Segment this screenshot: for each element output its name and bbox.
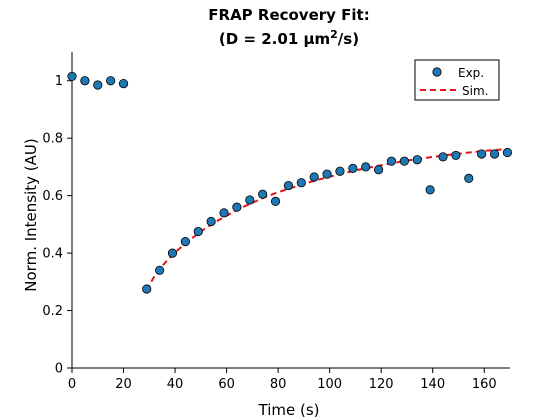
sim-fit-line <box>145 148 508 291</box>
exp-data-point <box>93 80 103 90</box>
legend-label-exp: Exp. <box>458 66 484 80</box>
y-axis-label: Norm. Intensity (AU) <box>22 138 40 291</box>
y-tick-label: 0.2 <box>42 304 63 319</box>
x-tick-label: 0 <box>68 377 76 392</box>
exp-data-point <box>322 169 332 179</box>
y-tick-label: 0.8 <box>42 132 63 147</box>
exp-data-point <box>155 265 165 275</box>
exp-data-point <box>412 155 422 165</box>
y-tick-label: 0.6 <box>42 189 63 204</box>
title-suffix: /s) <box>338 30 359 48</box>
exp-data-point <box>438 152 448 162</box>
exp-data-point <box>283 180 294 191</box>
exp-data-point <box>386 156 397 166</box>
x-tick-label: 40 <box>167 377 184 392</box>
exp-data-point <box>106 76 116 86</box>
y-tick-label: 1 <box>55 74 63 89</box>
exp-data-point <box>464 173 474 183</box>
exp-data-point <box>245 195 255 205</box>
x-tick-label: 80 <box>270 377 287 392</box>
legend-marker-exp <box>432 67 442 77</box>
exp-data-point <box>193 226 203 237</box>
exp-data-point <box>67 71 77 82</box>
exp-data-point <box>348 163 358 173</box>
exp-data-point <box>296 178 306 188</box>
exp-data-point <box>425 185 435 195</box>
exp-data-point <box>180 237 190 247</box>
exp-data-point <box>270 196 281 206</box>
x-tick-label: 20 <box>115 377 132 392</box>
exp-data-point <box>502 147 513 158</box>
exp-data-point <box>219 208 229 218</box>
x-tick-label: 60 <box>218 377 235 392</box>
x-tick-label: 120 <box>369 377 394 392</box>
exp-data-point <box>489 149 500 159</box>
exp-data-point <box>206 216 216 227</box>
x-axis-label: Time (s) <box>258 401 320 419</box>
legend: Exp. Sim. <box>414 59 500 101</box>
chart-title-line1: FRAP Recovery Fit: <box>208 6 369 24</box>
plot-content <box>67 71 513 294</box>
chart-title-line2: (D = 2.01 μm2/s) <box>219 28 359 48</box>
exp-data-point <box>167 248 178 258</box>
exp-data-point <box>80 76 90 86</box>
legend-label-sim: Sim. <box>462 84 488 98</box>
exp-data-point <box>477 149 487 159</box>
x-tick-label: 160 <box>472 377 497 392</box>
x-tick-label: 140 <box>420 377 445 392</box>
title-superscript: 2 <box>330 28 338 41</box>
exp-data-point <box>335 166 345 176</box>
exp-data-point <box>118 79 129 89</box>
exp-data-point <box>373 165 384 175</box>
y-tick-label: 0.4 <box>42 247 63 262</box>
x-tick-label: 100 <box>317 377 342 392</box>
exp-data-point <box>232 202 242 212</box>
exp-data-point <box>142 284 152 294</box>
title-prefix: (D = 2.01 μm <box>219 30 330 48</box>
exp-data-point <box>399 156 409 166</box>
exp-data-point <box>309 172 319 182</box>
y-tick-label: 0 <box>55 362 63 377</box>
exp-data-point <box>258 189 268 199</box>
exp-data-point <box>361 162 371 172</box>
axes: 0 20 40 60 80 100 120 140 160 0 0.2 0.4 0.6 0.8 1 <box>42 52 510 392</box>
legend-box <box>414 59 500 101</box>
exp-data-point <box>451 150 461 161</box>
